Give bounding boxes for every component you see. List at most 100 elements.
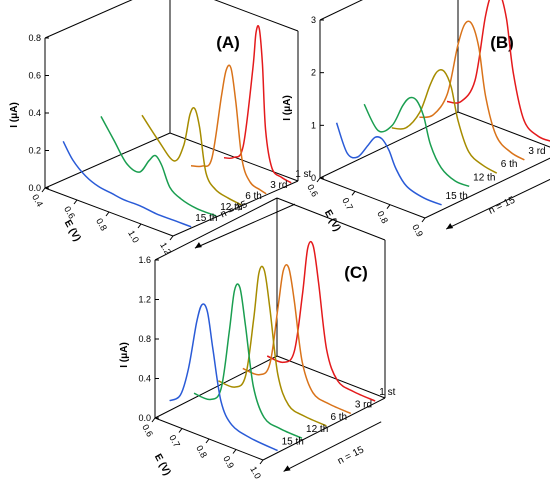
y-tick-label: 3	[311, 15, 316, 25]
series-line-1st	[266, 240, 376, 402]
panel-label: (B)	[490, 33, 514, 52]
x-tick-label: 0.4	[30, 193, 45, 209]
x-tick-mark	[205, 438, 210, 444]
x-tick-mark	[151, 417, 156, 423]
y-tick-label: 0.8	[138, 334, 151, 344]
y-tick-label: 0	[311, 173, 316, 183]
y-tick-label: 1.2	[138, 295, 151, 305]
series-label: 12 th	[306, 424, 328, 435]
y-tick-label: 0.0	[28, 183, 41, 193]
y-tick-label: 2	[311, 68, 316, 78]
x-tick-mark	[351, 191, 356, 196]
left-floor-edge	[319, 111, 459, 179]
back-floor-edge	[457, 111, 550, 148]
x-tick-label: 0.9	[410, 223, 425, 239]
x-tick-label: 0.6	[140, 423, 155, 439]
top-left-edge	[154, 197, 278, 261]
back-floor-edge	[276, 355, 386, 399]
y-tick-label: 0.2	[28, 146, 41, 156]
series-label: 15 th	[446, 191, 468, 202]
x-axis-label: E (V)	[152, 452, 173, 477]
chart-panel-a: 0.00.20.40.60.80.40.60.81.01.2I (μA)E (V…	[9, 0, 312, 256]
series-line-1st	[446, 0, 550, 142]
series-line-12th	[363, 96, 470, 188]
series-line-15th	[62, 140, 192, 228]
series-label: 15 th	[195, 213, 217, 224]
x-tick-mark	[178, 428, 183, 433]
series-line-12th	[100, 116, 217, 217]
x-tick-mark	[41, 187, 46, 193]
depth-arrowhead	[283, 465, 291, 472]
series-label: 15 th	[282, 437, 304, 448]
x-axis-label: E (V)	[322, 208, 343, 233]
y-axis-label: I (μA)	[119, 342, 130, 368]
y-axis-label: I (μA)	[9, 102, 20, 128]
top-left-edge	[319, 0, 363, 21]
y-tick-label: 0.6	[28, 71, 41, 81]
x-tick-mark	[421, 217, 426, 223]
y-axis-label: I (μA)	[282, 95, 293, 121]
x-tick-label: 0.8	[94, 217, 109, 233]
series-line-6th	[141, 107, 242, 206]
x-tick-label: 0.9	[221, 454, 236, 470]
right-floor-edge	[172, 180, 299, 237]
panel-label: (A)	[216, 33, 240, 52]
x-tick-mark	[105, 211, 110, 217]
y-tick-label: 0.4	[28, 108, 41, 118]
y-tick-label: 0.0	[138, 413, 151, 423]
x-tick-mark	[73, 199, 78, 205]
series-line-3rd	[242, 264, 352, 415]
depth-axis-label: n = 15	[336, 444, 366, 467]
left-floor-edge	[154, 355, 278, 419]
series-label: 6 th	[245, 191, 262, 202]
series-label: 6 th	[330, 412, 347, 423]
series-label: 3 rd	[355, 399, 372, 410]
x-tick-label: 1.0	[248, 465, 263, 481]
depth-axis-label: n = 15	[487, 195, 517, 217]
series-label: 12 th	[473, 172, 495, 183]
series-line-15th	[169, 303, 278, 452]
x-tick-label: 0.6	[305, 183, 320, 199]
series-line-15th	[335, 122, 442, 206]
top-back-edge	[213, 0, 299, 32]
series-line-6th	[391, 68, 498, 174]
depth-arrow	[283, 421, 382, 472]
x-tick-mark	[232, 449, 237, 454]
depth-arrowhead	[194, 242, 202, 249]
y-tick-label: 1	[311, 120, 316, 130]
x-tick-mark	[137, 223, 142, 229]
depth-arrow	[194, 203, 296, 249]
series-line-3rd	[190, 64, 267, 195]
series-label: 6 th	[501, 159, 518, 170]
chart-panel-b: 0 1 2 3 0.6 0.7 0.8 0.9 I (μA) E (V) (B) n = 15 1 st…	[282, 0, 550, 238]
top-left-edge	[44, 0, 133, 39]
x-tick-label: 0.8	[194, 444, 209, 460]
x-tick-mark	[259, 459, 264, 465]
series-label: 1 st	[379, 387, 395, 398]
x-tick-mark	[386, 204, 391, 209]
series-label: 3 rd	[528, 146, 545, 157]
top-back-edge	[276, 197, 386, 241]
series-line-6th	[218, 265, 327, 427]
x-tick-label: 1.0	[126, 229, 141, 245]
x-tick-mark	[169, 235, 174, 241]
y-tick-label: 0.4	[138, 374, 151, 384]
series-label: 3 rd	[270, 180, 287, 191]
panel-label: (C)	[344, 263, 368, 282]
y-tick-label: 1.6	[138, 255, 151, 265]
series-label: 12 th	[220, 202, 242, 213]
series-label: 1 st	[295, 169, 311, 180]
x-tick-label: 0.7	[167, 433, 182, 449]
x-tick-mark	[316, 177, 321, 183]
series-line-3rd	[419, 20, 525, 161]
x-tick-label: 0.8	[375, 209, 390, 225]
series-line-12th	[193, 283, 303, 439]
depth-arrow	[445, 178, 550, 230]
chart-panel-c: 0.0 0.4 0.8 1.2 1.6 0.6 0.7 0.8 0.9 1.0 I (μA) E (V…	[119, 197, 396, 481]
x-tick-label: 0.7	[340, 196, 355, 212]
right-floor-edge	[424, 157, 550, 219]
x-axis-label: E (V)	[62, 218, 83, 243]
y-tick-label: 0.8	[28, 33, 41, 43]
left-floor-edge	[44, 132, 171, 189]
